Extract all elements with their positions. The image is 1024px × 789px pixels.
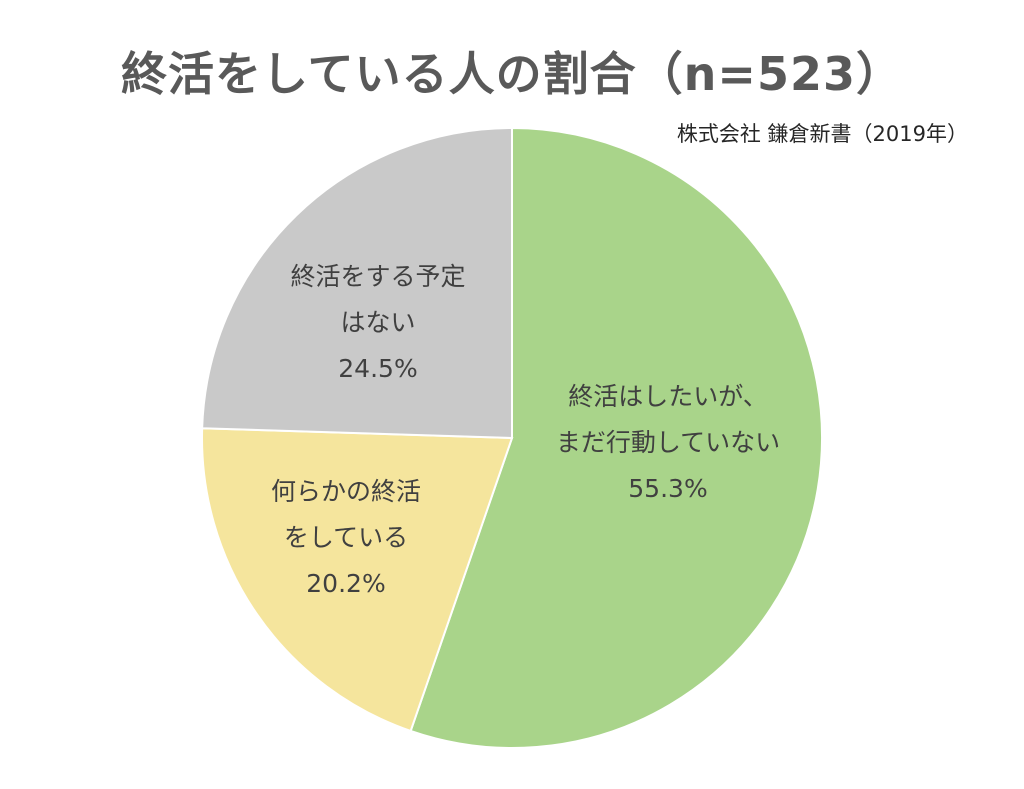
slice-value-label: 24.5% [338, 354, 417, 383]
chart-title: 終活をしている人の割合（n=523） [121, 47, 903, 101]
slice-value-label: 55.3% [628, 474, 707, 503]
slice-category-label: 何らかの終活 [271, 477, 421, 506]
slice-category-label: はない [340, 308, 415, 337]
pie-slice [201, 427, 514, 733]
slice-category-label: 終活はしたいが、 [568, 382, 768, 411]
pie-slice [201, 126, 513, 440]
slice-category-label: 終活をする予定 [290, 262, 465, 291]
pie-slice [409, 126, 823, 749]
slice-category-label: まだ行動していない [556, 428, 780, 457]
chart-source: 株式会社 鎌倉新書（2019年） [676, 122, 968, 146]
slice-category-label: をしている [284, 523, 408, 552]
slice-value-label: 20.2% [306, 569, 385, 598]
